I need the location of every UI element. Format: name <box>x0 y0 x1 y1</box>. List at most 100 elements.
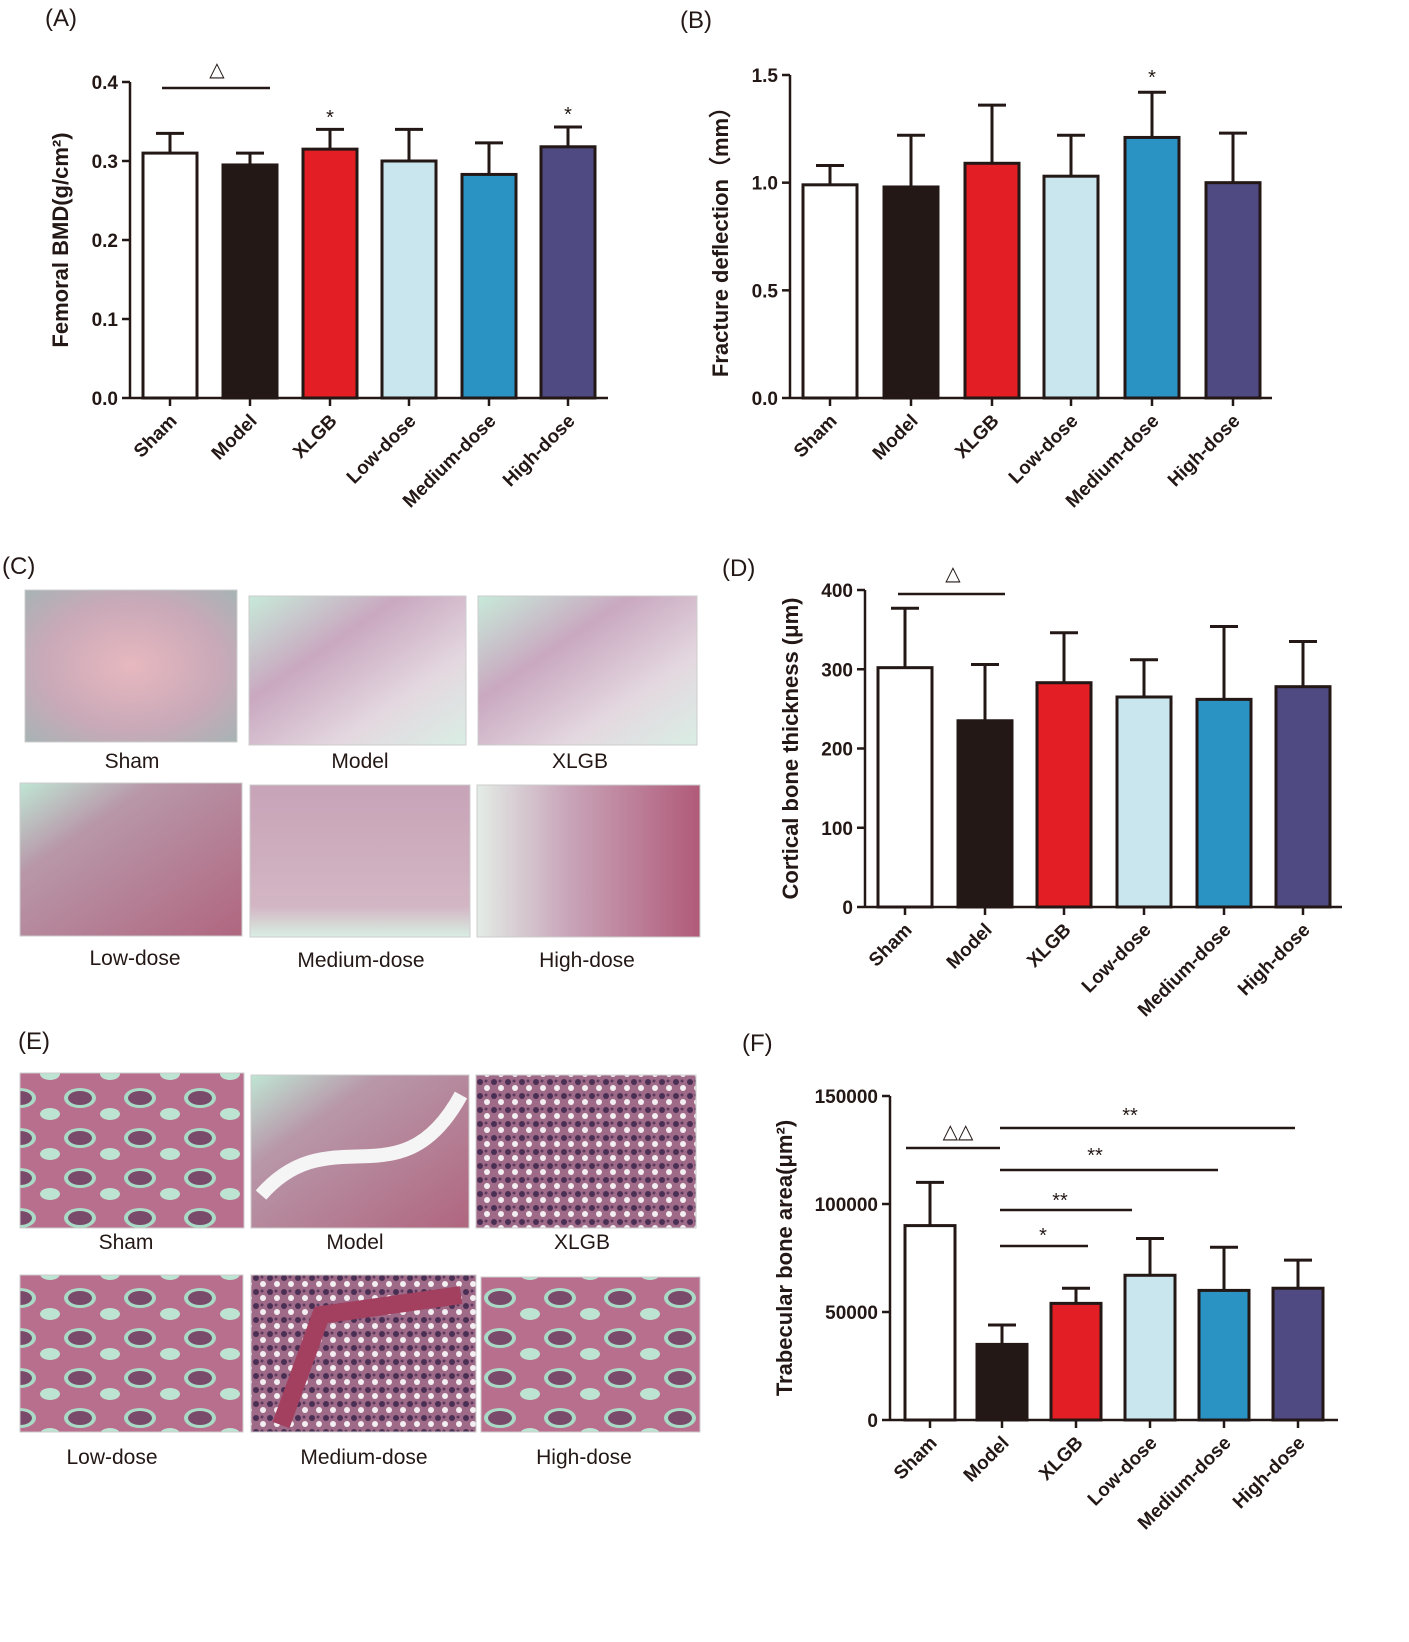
image-label: Medium-dose <box>297 949 424 972</box>
bar-model <box>882 185 940 400</box>
x-tick-label: Low-dose <box>1078 920 1156 998</box>
bar-sham <box>141 151 199 400</box>
chart-B: 0.0 0.5 1.0 1.5 Fracture deflection（mm） Sham M… <box>708 66 1272 512</box>
x-tick-label: Sham <box>865 920 916 971</box>
image-label: Model <box>331 750 388 773</box>
bar-xlgb <box>301 147 359 400</box>
x-tick-label: High-dose <box>1234 920 1315 1001</box>
y-tick-label: 0 <box>867 1411 878 1432</box>
x-tick-label: High-dose <box>499 411 580 492</box>
bar-medium-dose <box>1123 135 1181 400</box>
image-label: Low-dose <box>66 1446 157 1469</box>
histology-image-E-xlgb <box>475 1074 697 1229</box>
x-tick-label: Model <box>943 920 997 974</box>
image-label: Low-dose <box>89 947 180 970</box>
y-tick-label: 0.1 <box>92 310 119 331</box>
y-tick-label: 0.3 <box>92 152 118 173</box>
histology-image-C-medium-dose <box>249 784 471 938</box>
image-label: High-dose <box>539 949 635 972</box>
bar-xlgb <box>1035 681 1093 909</box>
histology-texture <box>255 1091 468 1200</box>
y-tick-label: 300 <box>821 660 853 681</box>
bar-sham <box>903 1224 957 1422</box>
x-tick-label: XLGB <box>951 411 1003 463</box>
x-tick-label: XLGB <box>1023 920 1075 972</box>
chart-A: 0.0 0.1 0.2 0.3 0.4 Femoral BMD(g/cm²) Sham Mod… <box>48 59 608 512</box>
y-tick-label: 1.0 <box>752 174 778 195</box>
x-tick-label: Low-dose <box>1005 411 1083 489</box>
y-tick-label: 0.2 <box>92 231 118 252</box>
significance-marker: △△ <box>943 1121 974 1143</box>
significance-marker: ** <box>1122 1105 1138 1127</box>
bar-low-dose <box>1042 174 1100 400</box>
histology-image-C-low-dose <box>19 782 243 937</box>
y-tick-label: 100000 <box>815 1195 878 1216</box>
x-tick-label: Low-dose <box>343 411 421 489</box>
bar-model <box>221 163 279 400</box>
bar-low-dose <box>380 159 438 400</box>
histology-image-E-sham <box>19 1072 245 1229</box>
chart-F: 0 50000 100000 150000 Trabecular bone area(μ… <box>772 1087 1338 1534</box>
x-tick-label: High-dose <box>1229 1433 1310 1514</box>
panel-letter-E: (E) <box>18 1028 50 1055</box>
panel-letter-F: (F) <box>742 1030 773 1057</box>
x-tick-label: Model <box>960 1433 1014 1487</box>
y-tick-label: 150000 <box>815 1087 878 1108</box>
histology-texture <box>272 1286 463 1429</box>
bar-sham <box>801 183 859 400</box>
x-tick-label: Sham <box>890 1433 941 1484</box>
bar-low-dose <box>1115 695 1173 909</box>
bar-model <box>975 1342 1029 1422</box>
significance-marker: * <box>1039 1225 1047 1247</box>
significance-marker: * <box>326 107 334 129</box>
bar-xlgb <box>963 161 1021 400</box>
bar-medium-dose <box>460 172 518 400</box>
y-tick-label: 200 <box>821 740 853 761</box>
histology-image-C-sham <box>24 589 238 743</box>
bar-high-dose <box>1204 181 1262 400</box>
histology-image-C-xlgb <box>477 595 698 746</box>
image-label: XLGB <box>552 750 608 773</box>
histology-image-C-high-dose <box>476 784 701 938</box>
histology-image-E-low-dose <box>19 1274 244 1433</box>
histology-image-E-high-dose <box>480 1276 701 1433</box>
image-label: Sham <box>105 750 160 773</box>
bar-sham <box>876 666 934 909</box>
y-axis-label: Fracture deflection（mm） <box>708 96 733 377</box>
x-tick-label: Low-dose <box>1084 1433 1162 1511</box>
y-tick-label: 0.0 <box>752 389 778 410</box>
significance-marker: ** <box>1052 1190 1068 1212</box>
bar-high-dose <box>1274 685 1332 909</box>
panel-letter-B: (B) <box>680 7 712 34</box>
histology-image-C-model <box>248 595 467 746</box>
image-label: High-dose <box>536 1446 632 1469</box>
y-tick-label: 100 <box>821 819 853 840</box>
y-tick-label: 400 <box>821 581 853 602</box>
y-tick-label: 1.5 <box>752 66 779 87</box>
significance-marker: * <box>564 104 572 126</box>
bar-high-dose <box>1271 1286 1325 1422</box>
y-tick-label: 0.4 <box>92 73 119 94</box>
panel-letter-C: (C) <box>2 553 35 580</box>
x-tick-label: XLGB <box>289 411 341 463</box>
y-tick-label: 0.0 <box>92 389 118 410</box>
significance-marker: △ <box>945 563 961 585</box>
image-label: Sham <box>99 1231 154 1254</box>
x-tick-label: Model <box>869 411 923 465</box>
chart-D: 0 100 200 300 400 Cortical bone thickness (μm… <box>778 563 1342 1021</box>
y-tick-label: 0 <box>842 898 853 919</box>
bar-medium-dose <box>1195 697 1253 909</box>
x-tick-label: Sham <box>790 411 841 462</box>
image-label: Medium-dose <box>300 1446 427 1469</box>
panel-letter-A: (A) <box>45 5 77 32</box>
image-label: Model <box>326 1231 383 1254</box>
y-axis-label: Cortical bone thickness (μm) <box>778 598 803 900</box>
x-tick-label: High-dose <box>1164 411 1245 492</box>
panel-letter-D: (D) <box>722 555 755 582</box>
bar-low-dose <box>1123 1273 1177 1422</box>
y-axis-label: Femoral BMD(g/cm²) <box>48 132 73 347</box>
significance-marker: * <box>1148 67 1156 89</box>
x-tick-label: XLGB <box>1035 1433 1087 1485</box>
